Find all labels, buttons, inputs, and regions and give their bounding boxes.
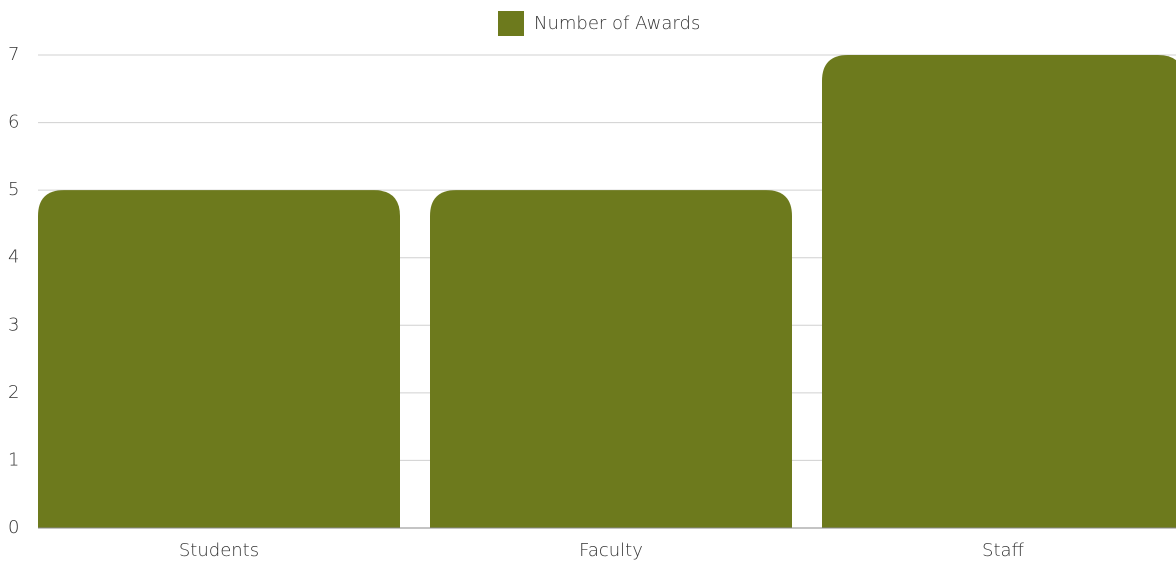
y-tick-label: 3: [8, 314, 19, 335]
y-tick-label: 2: [8, 382, 19, 403]
y-tick-label: 6: [8, 112, 19, 133]
legend-label: Number of Awards: [534, 13, 700, 34]
x-tick-label: Students: [179, 540, 259, 561]
bar: [38, 190, 400, 528]
y-tick-label: 0: [8, 517, 19, 538]
y-tick-label: 4: [8, 247, 19, 268]
bar: [822, 55, 1176, 528]
legend-swatch: [498, 11, 524, 36]
y-tick-label: 5: [8, 179, 19, 200]
x-tick-label: Faculty: [579, 540, 643, 561]
y-tick-label: 7: [8, 44, 19, 65]
bar: [430, 190, 792, 528]
x-tick-label: Staff: [982, 540, 1025, 561]
y-tick-label: 1: [8, 449, 19, 470]
